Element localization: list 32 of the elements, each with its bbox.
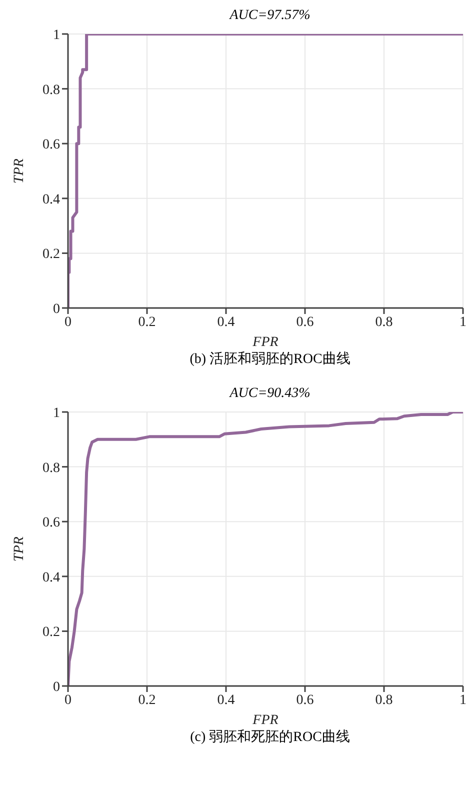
x-tick-label: 1 [460, 692, 466, 708]
y-tick-label: 0.8 [42, 460, 60, 476]
x-tick-label: 0.4 [217, 314, 235, 330]
y-tick-label: 0.2 [42, 247, 60, 262]
y-tick-label: 0.2 [42, 625, 60, 640]
y-tick-label: 0 [53, 680, 60, 695]
y-tick-label: 1 [53, 28, 60, 43]
x-axis-title: FPR [252, 713, 279, 728]
x-axis-title: FPR [252, 335, 279, 350]
y-axis-title: TPR [12, 536, 27, 562]
text: (b) 活胚和弱胚的ROC曲线 [188, 350, 352, 368]
x-tick-label: 0.6 [296, 314, 314, 330]
y-tick-label: 0.4 [42, 570, 60, 586]
x-tick-label: 0 [64, 692, 72, 708]
y-tick-label: 0.4 [42, 192, 60, 208]
x-tick-label: 1 [460, 314, 466, 330]
text: (c) 弱胚和死胚的ROC曲线 [189, 728, 351, 746]
y-tick-label: 0.8 [42, 82, 60, 98]
y-tick-label: 0 [53, 302, 60, 317]
y-axis-title: TPR [12, 158, 27, 184]
y-tick-label: 0.6 [42, 138, 60, 153]
x-tick-label: 0.2 [138, 314, 156, 330]
y-tick-label: 0.6 [42, 516, 60, 531]
x-tick-label: 0.6 [296, 692, 314, 708]
x-tick-label: 0.8 [375, 692, 393, 708]
y-tick-label: 1 [53, 406, 60, 421]
x-tick-label: 0.2 [138, 692, 156, 708]
chart-title: AUC=90.43% [228, 386, 312, 403]
x-tick-label: 0 [64, 314, 72, 330]
chart-title: AUC=97.57% [228, 8, 312, 25]
x-tick-label: 0.8 [375, 314, 393, 330]
x-tick-label: 0.4 [217, 692, 235, 708]
